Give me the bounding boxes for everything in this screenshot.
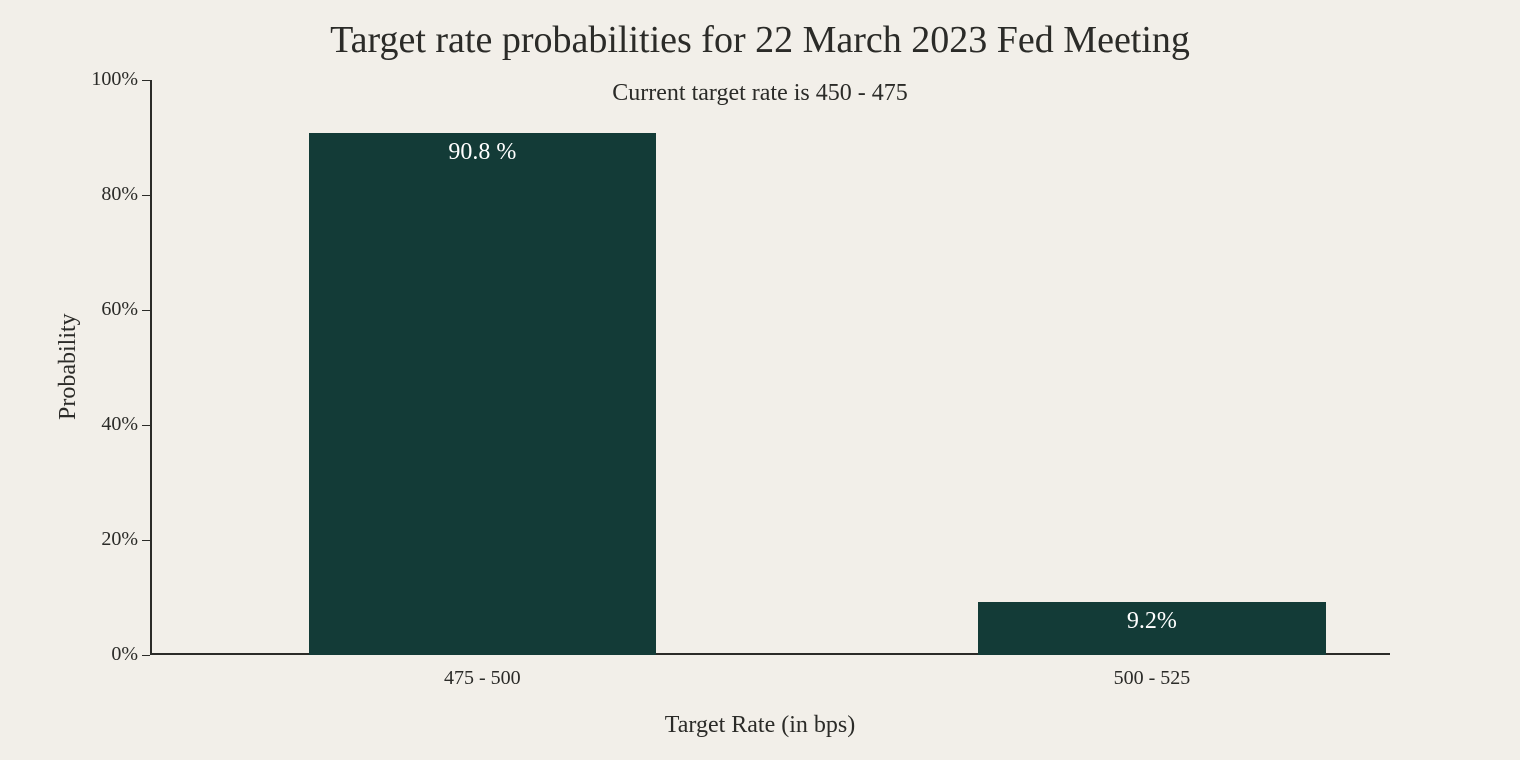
y-tick-mark	[142, 80, 150, 81]
chart-container: Target rate probabilities for 22 March 2…	[0, 0, 1520, 760]
y-tick-mark	[142, 195, 150, 196]
plot-area: 0%20%40%60%80%100%90.8 %475 - 5009.2%500…	[150, 80, 1390, 655]
y-tick-label: 80%	[68, 183, 138, 206]
y-tick-label: 100%	[68, 68, 138, 91]
y-tick-label: 40%	[68, 413, 138, 436]
y-tick-label: 0%	[68, 643, 138, 666]
y-tick-mark	[142, 655, 150, 656]
x-tick-label: 500 - 525	[1114, 667, 1191, 690]
x-tick-label: 475 - 500	[444, 667, 521, 690]
y-tick-label: 20%	[68, 528, 138, 551]
x-axis-label: Target Rate (in bps)	[0, 712, 1520, 739]
bar-value-label: 90.8 %	[448, 139, 516, 166]
chart-title: Target rate probabilities for 22 March 2…	[0, 18, 1520, 62]
bar-value-label: 9.2%	[1127, 608, 1177, 635]
y-tick-mark	[142, 425, 150, 426]
y-tick-label: 60%	[68, 298, 138, 321]
y-tick-mark	[142, 310, 150, 311]
y-tick-mark	[142, 540, 150, 541]
bar	[309, 133, 656, 655]
y-axis-label: Probability	[55, 313, 82, 420]
y-axis-line	[150, 80, 152, 655]
